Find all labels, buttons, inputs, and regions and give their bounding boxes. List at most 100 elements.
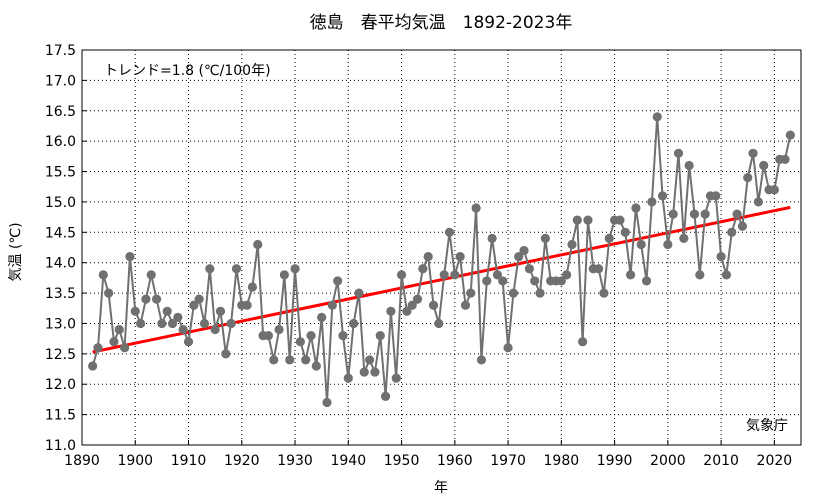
y-tick-label: 15.5 [45,165,76,181]
data-point [759,160,769,171]
data-point [657,191,668,201]
data-point [173,312,183,322]
data-point [748,148,758,158]
data-point [327,300,337,310]
data-point [402,306,412,316]
data-point [109,337,119,347]
y-tick-label: 13.0 [45,316,76,332]
data-point [370,367,380,377]
data-point [450,270,460,280]
x-tick-label: 1960 [437,453,473,469]
data-point [524,264,534,274]
data-point [290,264,300,274]
data-point [503,343,513,353]
data-point [231,264,242,274]
x-tick-label: 1990 [597,453,633,469]
data-point [689,209,700,219]
x-tick-label: 1950 [384,453,420,469]
data-point [396,270,407,280]
x-tick-label: 1920 [224,453,260,469]
data-point [306,331,316,341]
data-point [439,270,449,280]
x-tick-label: 1910 [171,453,207,469]
y-tick-label: 16.0 [45,134,76,150]
data-point [716,252,726,262]
data-point [514,252,524,262]
data-point [594,264,604,274]
data-point [365,355,375,365]
data-point [583,215,593,225]
x-tick-label: 1980 [544,453,580,469]
data-point [668,209,678,219]
data-point [295,337,305,347]
data-point [317,312,327,322]
data-point [641,276,652,286]
data-point [428,300,439,310]
data-point [189,300,199,310]
data-point [247,282,258,292]
data-point [423,252,433,262]
x-tick-label: 1970 [490,453,526,469]
data-point [146,270,156,280]
series-line [91,116,792,403]
y-tick-label: 16.5 [45,104,76,120]
data-point [663,239,673,250]
trend-layer [92,205,791,354]
data-point [380,391,391,401]
y-tick-label: 12.0 [45,377,76,393]
data-point [620,227,630,237]
data-point [375,331,385,341]
data-point [391,373,401,383]
data-point [301,355,311,365]
y-tick-label: 17.5 [45,43,76,59]
data-point [695,270,705,280]
data-point [625,270,636,280]
chart-title: 徳島 春平均気温 1892-2023年 [310,13,573,33]
x-tick-label: 1890 [64,453,100,469]
data-point [285,355,295,365]
data-point [785,130,795,140]
data-point [727,227,737,237]
data-point [460,300,471,310]
y-tick-label: 12.5 [45,347,76,363]
x-tick-label: 2010 [703,453,739,469]
data-point [535,288,545,298]
data-point [455,252,465,262]
data-point [242,300,252,310]
data-point [130,306,140,316]
data-point [508,288,518,298]
data-point [104,288,114,298]
data-point [732,209,742,219]
data-point [631,203,641,213]
y-axis-label: 気温 (℃) [8,222,24,281]
axes: 1890 1900 1910 1920 1930 1940 1950 1960 1970 1980… [45,43,792,469]
x-axis-label: 年 [434,480,448,496]
data-point [354,288,364,298]
data-point [652,112,662,122]
data-point [135,318,146,329]
data-point [673,148,684,158]
data-point [444,227,455,237]
data-point [780,154,790,164]
data-point [98,270,108,280]
data-point [322,397,332,408]
data-point [279,270,289,280]
data-point [343,373,353,383]
grid [82,50,801,445]
data-point [636,239,646,250]
data-point [578,337,588,347]
data-point [151,294,162,304]
data-point [412,294,423,304]
y-tick-label: 14.5 [45,225,76,241]
data-point [562,270,572,280]
x-tick-label: 2020 [757,453,793,469]
data-point [386,306,396,316]
series-layer [88,112,795,408]
data-point [311,361,321,371]
data-point [721,270,732,280]
data-point [333,276,343,286]
x-tick-label: 1900 [117,453,153,469]
data-point [263,331,274,341]
